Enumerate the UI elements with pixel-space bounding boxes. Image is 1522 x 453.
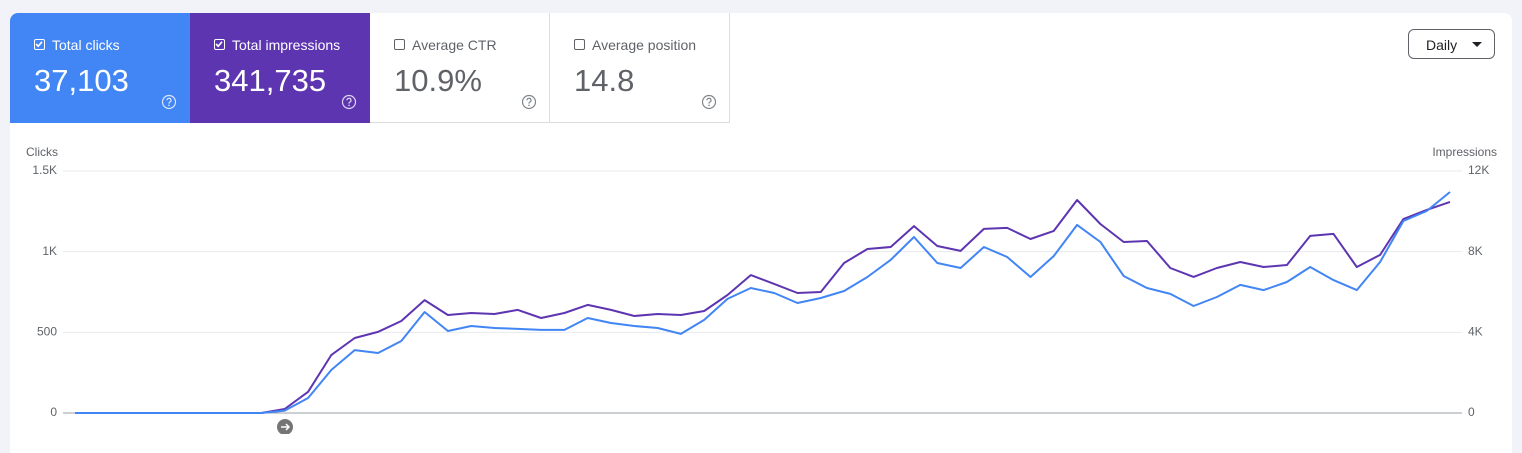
checkbox[interactable] (574, 39, 585, 50)
help-icon[interactable] (161, 94, 177, 110)
metric-card[interactable]: Average CTR 10.9% (370, 13, 550, 123)
checkbox[interactable] (214, 39, 225, 50)
y2-tick-label: 0 (1468, 405, 1475, 419)
dropdown-arrow (1472, 42, 1482, 47)
metric-label: Total impressions (232, 37, 341, 53)
annotation-arrow (281, 423, 291, 431)
help-icon[interactable] (701, 94, 717, 110)
metric-value: 10.9% (394, 63, 482, 98)
y-axis-label: Clicks (26, 145, 58, 159)
y2-tick-label: 8K (1468, 244, 1483, 258)
granularity-dropdown[interactable]: Daily (1408, 29, 1495, 59)
metric-value: 37,103 (34, 63, 129, 98)
y-tick-label: 500 (37, 325, 57, 339)
metric-card[interactable]: Total clicks 37,103 (10, 13, 190, 123)
help-icon[interactable] (521, 94, 537, 110)
series-line (75, 199, 1451, 414)
y2-tick-label: 4K (1468, 325, 1483, 339)
metric-value: 341,735 (214, 63, 327, 98)
chart: Clicks Impressions 0 500 1K 1.5K 0 4K 8K 12K (26, 145, 1497, 434)
y-tick-label: 1.5K (32, 163, 57, 177)
metric-label: Total clicks (52, 37, 120, 53)
checkbox[interactable] (34, 39, 45, 50)
series-line (75, 191, 1451, 414)
checkbox[interactable] (394, 39, 405, 50)
metric-label: Average CTR (412, 37, 497, 53)
metric-card[interactable]: Average position 14.8 (550, 13, 730, 123)
y-tick-label: 0 (50, 405, 57, 419)
y-tick-label: 1K (42, 244, 57, 258)
metric-card[interactable]: Total impressions 341,735 (190, 13, 370, 123)
page: {"metrics": [ {"label": "Total clicks", … (10, 13, 1512, 453)
metric-label: Average position (592, 37, 697, 53)
performance-panel: Total clicks 37,103 Total impressions 34… (10, 13, 1512, 453)
help-icon[interactable] (341, 94, 357, 110)
y2-tick-label: 12K (1468, 163, 1489, 177)
y2-axis-label: Impressions (1432, 145, 1497, 159)
dropdown-label: Daily (1426, 37, 1458, 53)
metric-value: 14.8 (574, 63, 635, 98)
